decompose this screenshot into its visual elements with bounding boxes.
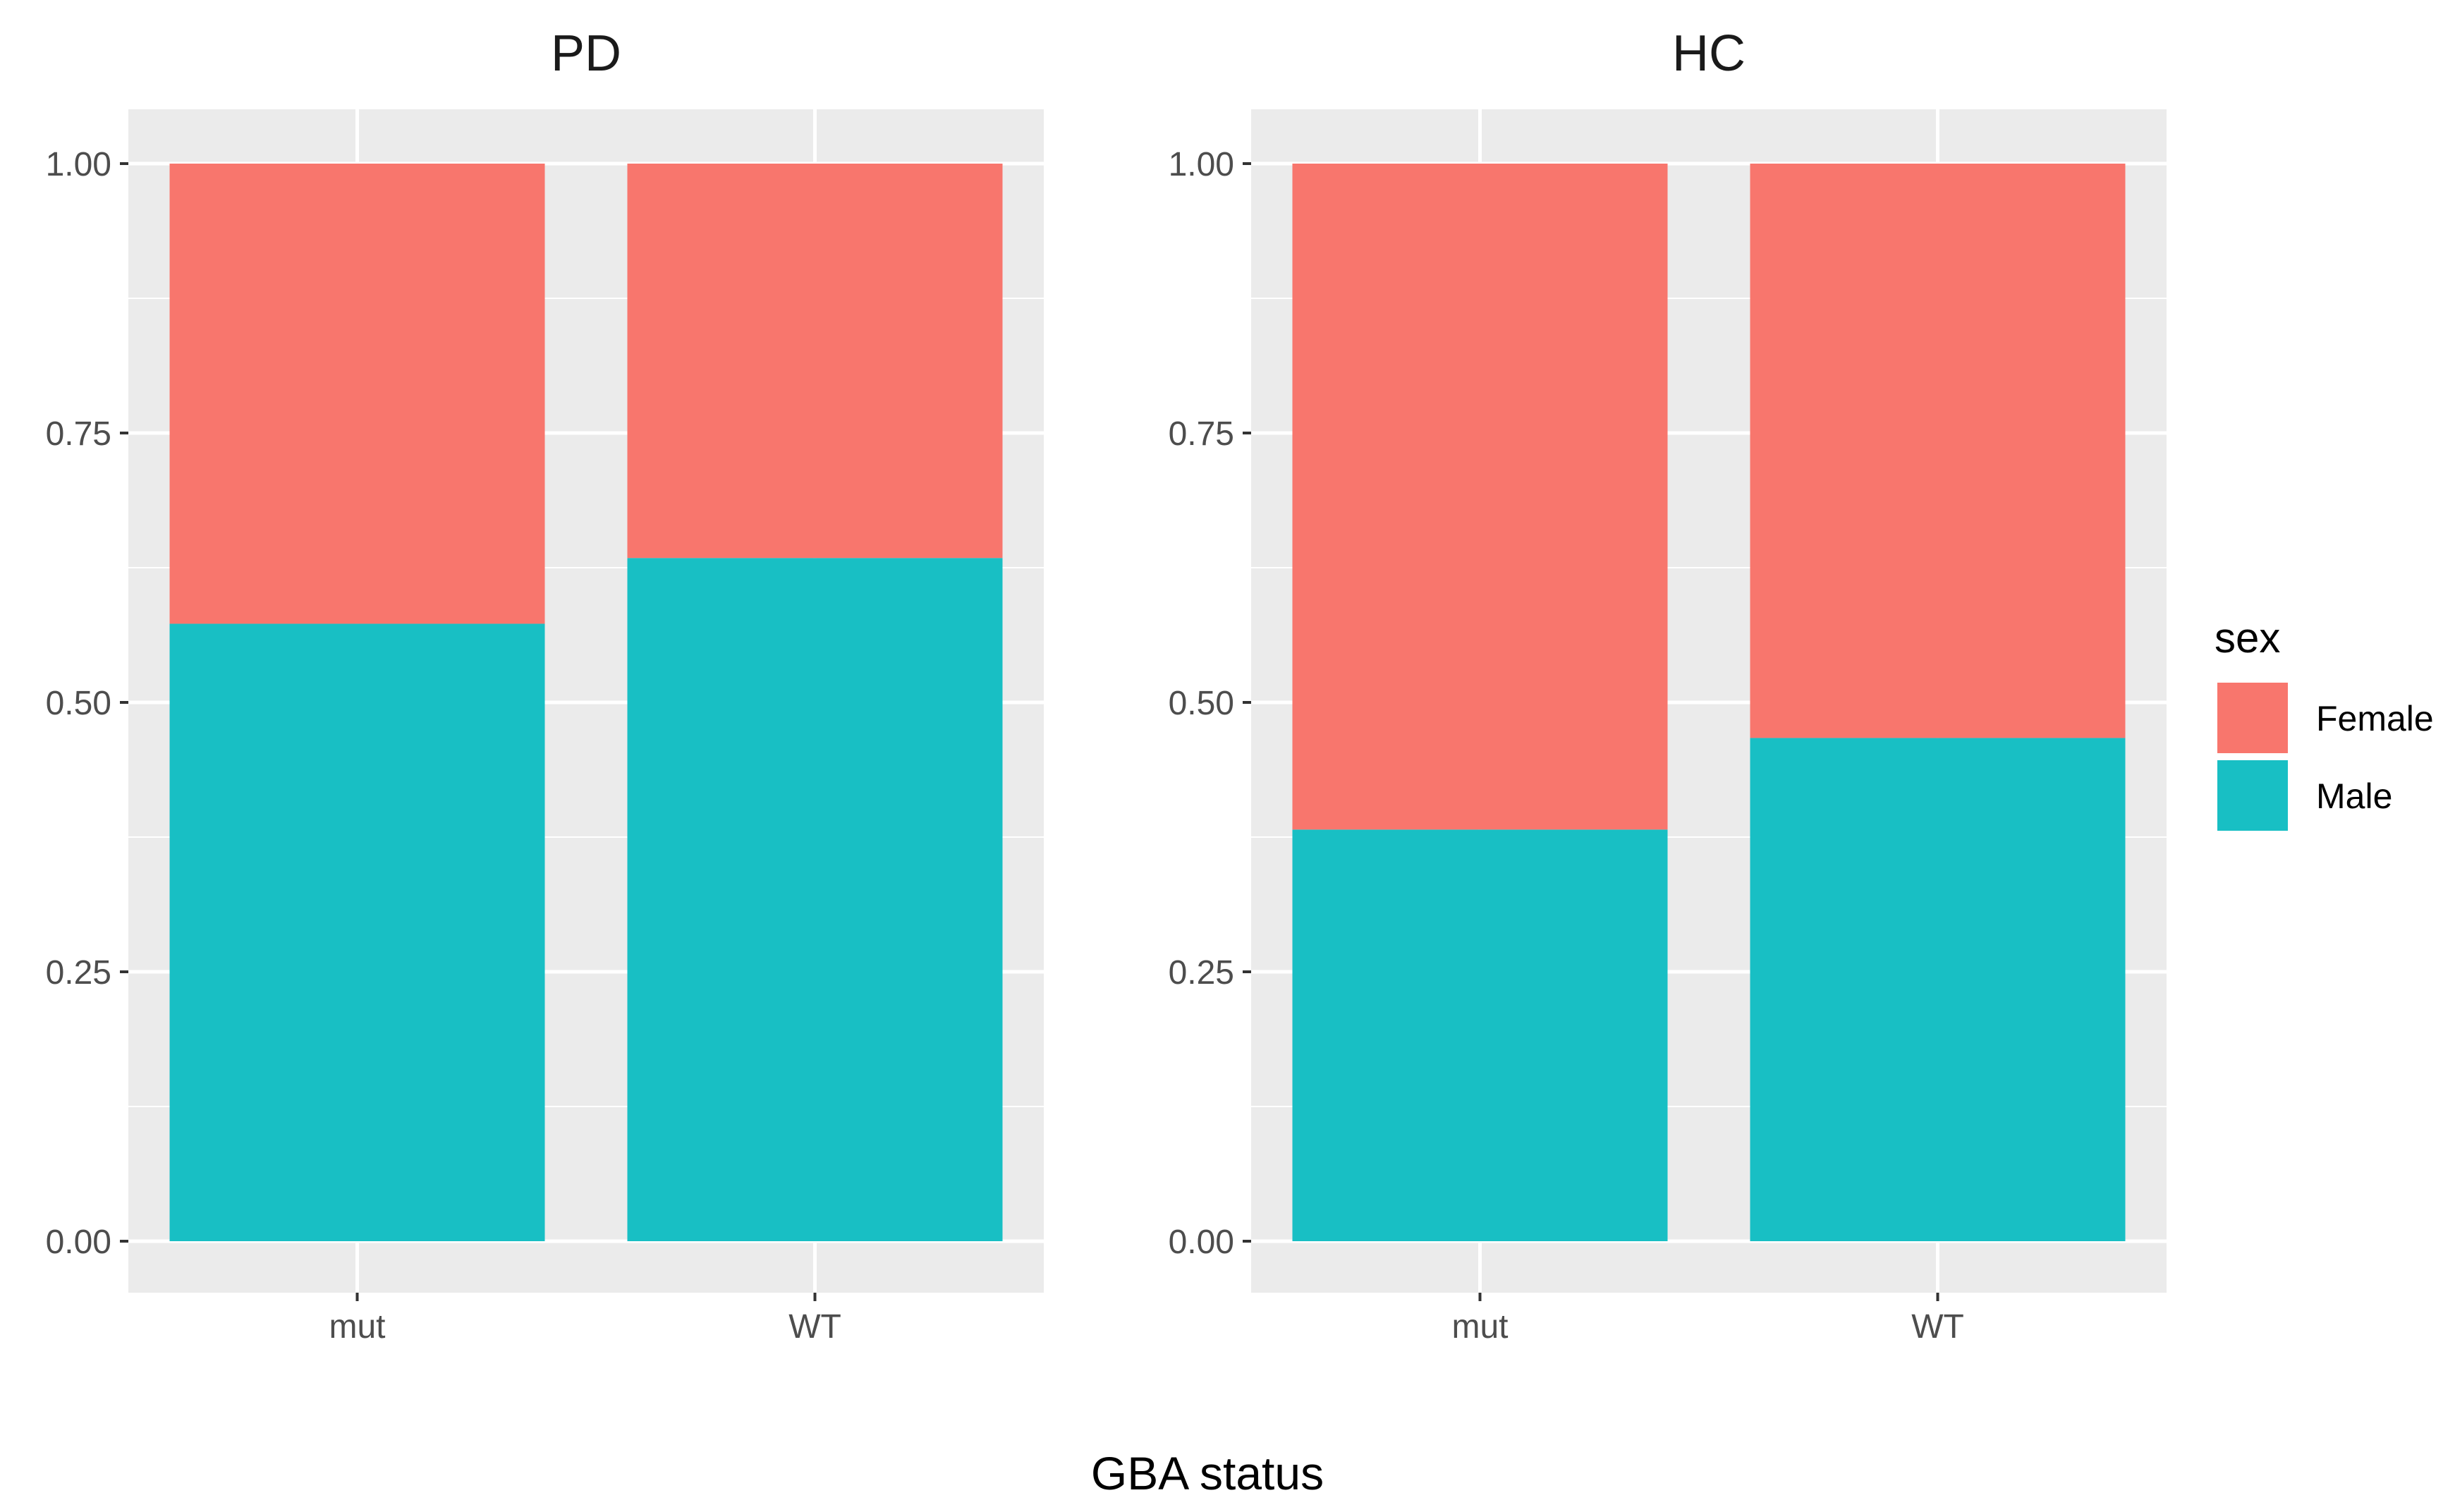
bar-pd-mut-female [169,164,545,624]
panel-title: PD [551,25,621,82]
panel-pd: 0.00 0.25 0.50 0.75 1.00 mut WT PD [46,25,1044,1346]
legend-title: sex [2215,614,2280,662]
bar-hc-wt-male [1750,738,2126,1241]
y-tick-label: 0.00 [46,1224,111,1261]
x-tick-label: WT [1911,1308,1964,1346]
panel-hc: 0.00 0.25 0.50 0.75 1.00 mut WT HC [1169,25,2167,1346]
x-axis-title: GBA status [1091,1447,1324,1499]
bar-hc-mut-female [1292,164,1668,830]
y-tick-label: 0.25 [46,954,111,992]
y-tick-label: 1.00 [46,146,111,183]
y-tick-label: 0.50 [1169,685,1234,722]
y-tick-label: 0.25 [1169,954,1234,992]
y-tick-label: 0.75 [46,415,111,453]
y-tick-label: 0.75 [1169,415,1234,453]
panel-title: HC [1672,25,1746,82]
legend-label-female: Female [2316,699,2434,738]
legend-label-male: Male [2316,776,2392,816]
x-tick-label: mut [329,1308,385,1346]
legend-key-male [2217,760,2288,831]
bar-hc-mut-male [1292,829,1668,1241]
x-tick-label: WT [788,1308,841,1346]
bar-pd-mut-male [169,623,545,1241]
y-tick-label: 0.50 [46,685,111,722]
legend: sex Female Male [2215,614,2434,831]
x-tick-label: mut [1451,1308,1508,1346]
legend-key-female [2217,683,2288,753]
bar-pd-wt-male [627,558,1003,1241]
bar-pd-wt-female [627,164,1003,559]
y-tick-label: 1.00 [1169,146,1234,183]
y-tick-label: 0.00 [1169,1224,1234,1261]
bar-hc-wt-female [1750,164,2126,738]
